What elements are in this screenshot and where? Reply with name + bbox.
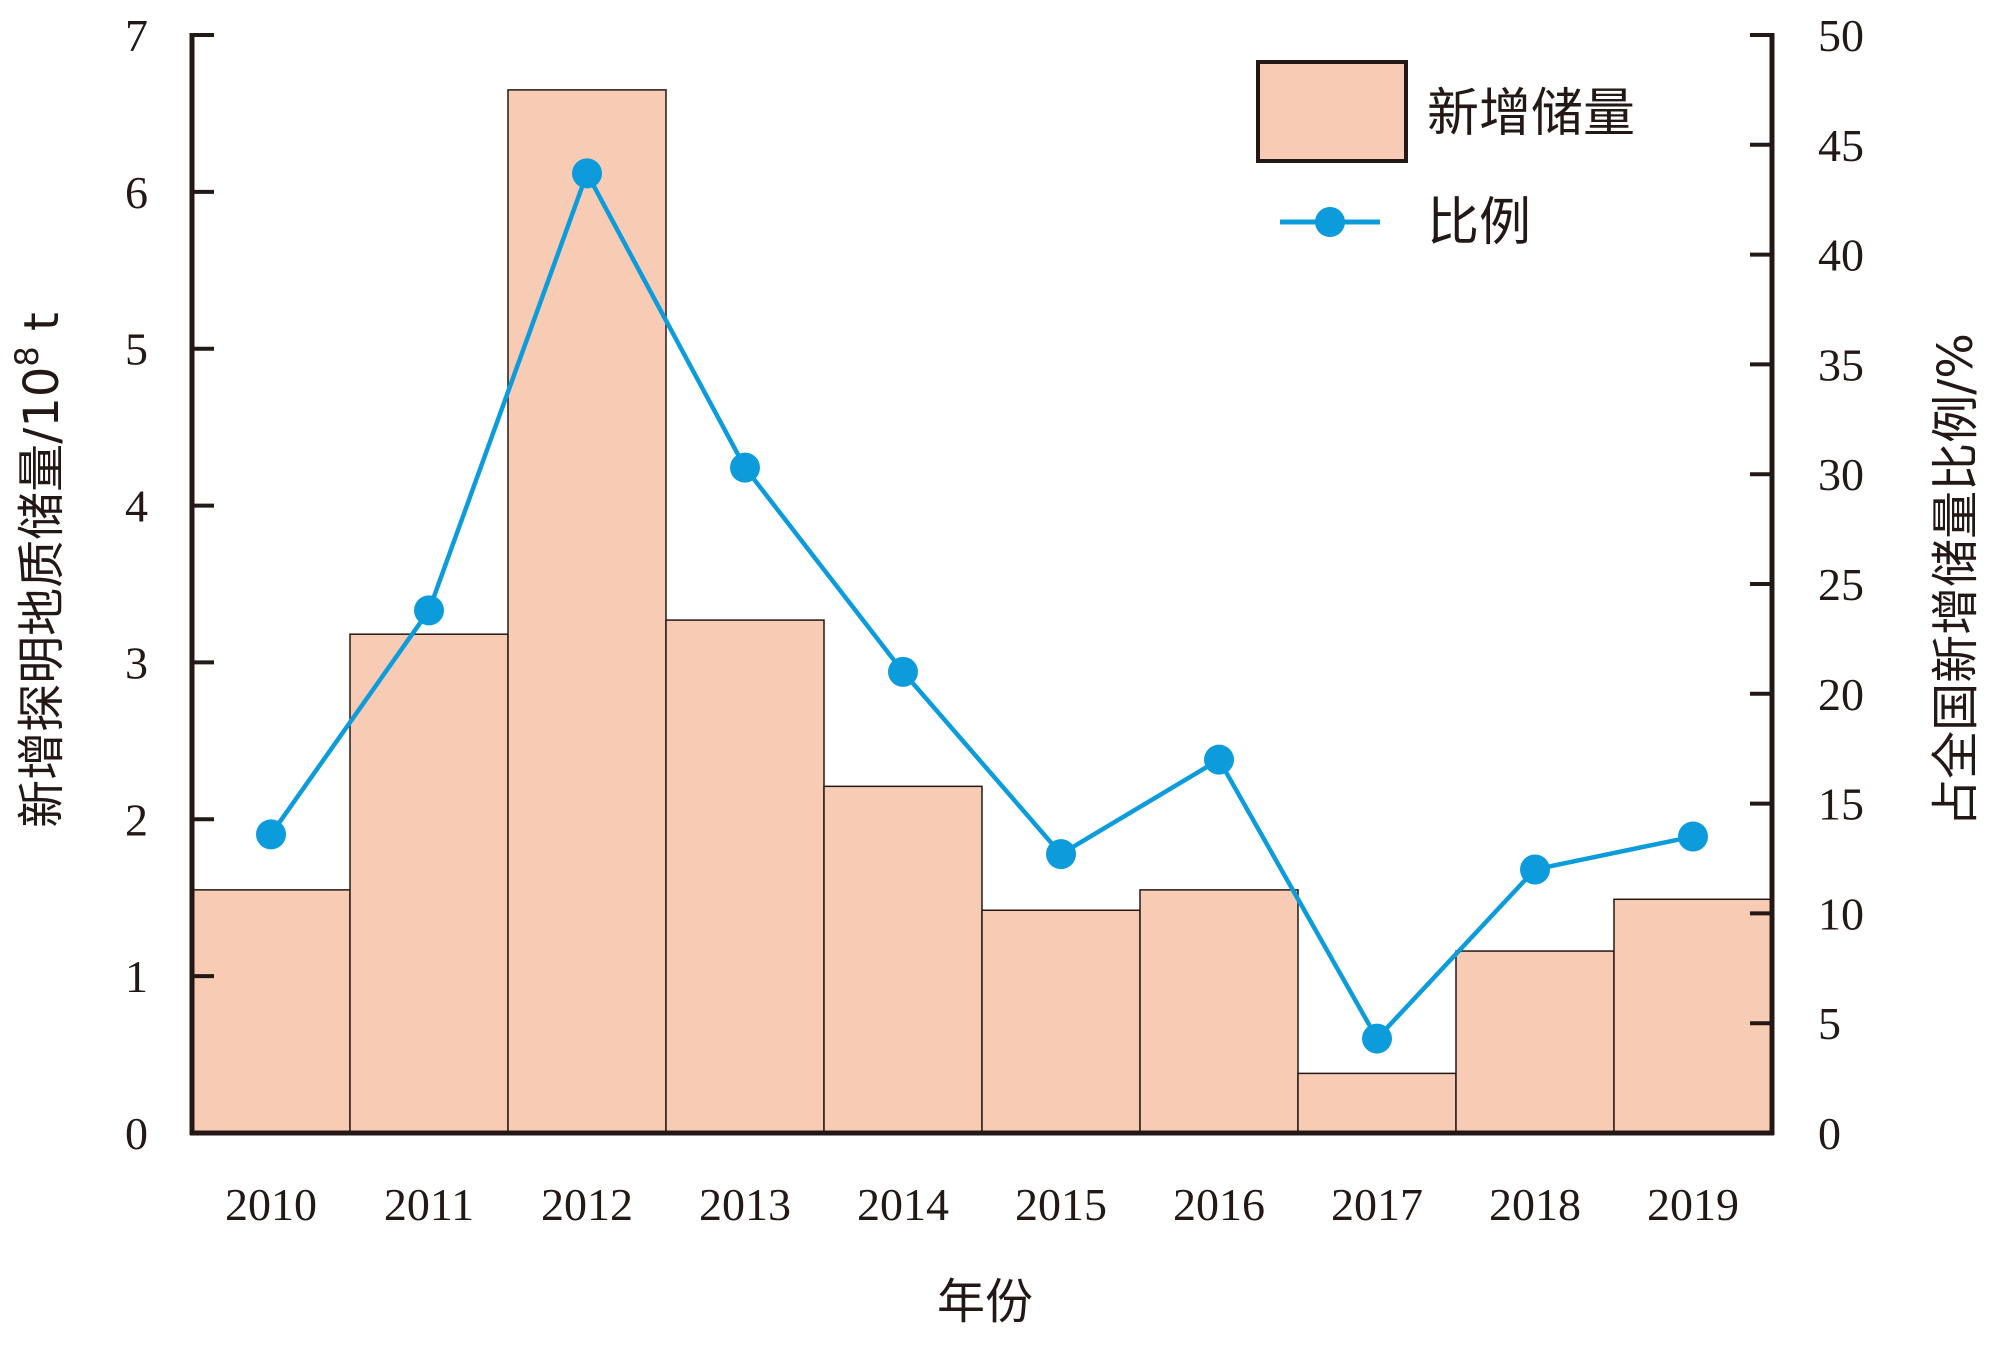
point-2016	[1204, 744, 1234, 775]
bars-layer	[191, 89, 1773, 1134]
x-tick-label: 2019	[1647, 1179, 1739, 1230]
point-2018	[1520, 854, 1550, 885]
point-2013	[730, 452, 760, 483]
legend-swatch-marker	[1315, 207, 1345, 237]
y-left-tick-label: 6	[125, 167, 148, 218]
y-right-tick-label: 35	[1818, 339, 1864, 390]
legend: 新增储量 比例	[1256, 60, 1635, 253]
y-axis-right-title: 占全国新增储量比例/%	[1928, 333, 1984, 827]
y-right-tick-label: 0	[1818, 1108, 1841, 1159]
x-tick-label: 2016	[1173, 1179, 1265, 1230]
y-left-tick-label: 5	[125, 324, 148, 375]
y-right-tick-label: 25	[1818, 559, 1864, 610]
bar-2011	[349, 633, 509, 1134]
bar-2018	[1455, 950, 1615, 1134]
x-tick-label: 2017	[1331, 1179, 1423, 1230]
y-left-tick-label: 4	[125, 481, 148, 532]
bar-2016	[1139, 889, 1299, 1134]
point-2011	[414, 595, 444, 626]
x-tick-label: 2018	[1489, 1179, 1581, 1230]
y-left-tick-label: 1	[125, 951, 148, 1002]
point-2019	[1678, 821, 1708, 852]
bar-2010	[191, 889, 351, 1134]
y-left-tick-label: 0	[125, 1108, 148, 1159]
x-tick-label: 2011	[384, 1179, 474, 1230]
series-line-ratio	[269, 171, 1694, 1041]
y-right-tick-label: 10	[1818, 888, 1864, 939]
x-tick-label: 2010	[225, 1179, 317, 1230]
bar-2017	[1297, 1072, 1457, 1134]
x-tick-label: 2013	[699, 1179, 791, 1230]
point-2015	[1046, 839, 1076, 870]
bar-2013	[665, 619, 825, 1134]
point-2017	[1362, 1023, 1392, 1054]
point-2014	[888, 656, 918, 687]
legend-label-bars: 新增储量	[1427, 84, 1635, 144]
legend-label-line: 比例	[1427, 193, 1531, 253]
y-right-tick-label: 20	[1818, 669, 1864, 720]
y-right-tick-label: 30	[1818, 449, 1864, 500]
line-layer	[256, 158, 1708, 1054]
x-tick-label: 2012	[541, 1179, 633, 1230]
y-right-tick-label: 15	[1818, 779, 1864, 830]
y-axis-left-title: 新增探明地质储量/108 t	[8, 312, 70, 828]
point-2012	[572, 158, 602, 189]
x-tick-label: 2014	[857, 1179, 949, 1230]
y-left-tick-label: 7	[125, 10, 148, 61]
bar-2014	[823, 785, 983, 1134]
legend-swatch-bars	[1256, 60, 1408, 163]
x-tick-label: 2015	[1015, 1179, 1107, 1230]
y-right-tick-label: 45	[1818, 120, 1864, 171]
x-axis-title: 年份	[937, 1274, 1033, 1330]
y-right-tick-label: 50	[1818, 10, 1864, 61]
bar-2015	[981, 909, 1141, 1134]
bar-2012	[507, 89, 667, 1134]
y-left-tick-label: 2	[125, 794, 148, 845]
bar-2019	[1613, 898, 1773, 1134]
point-2010	[256, 819, 286, 850]
y-right-tick-label: 40	[1818, 230, 1864, 281]
y-right-tick-label: 5	[1818, 998, 1841, 1049]
y-left-tick-label: 3	[125, 637, 148, 688]
